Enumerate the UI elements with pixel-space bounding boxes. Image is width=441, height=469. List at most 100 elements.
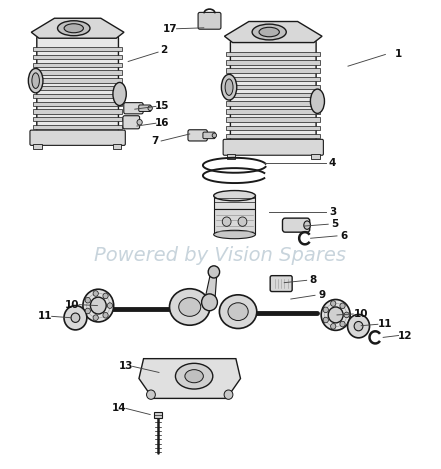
- Bar: [227, 60, 320, 65]
- FancyBboxPatch shape: [30, 130, 125, 145]
- Text: 3: 3: [329, 207, 336, 217]
- Ellipse shape: [169, 289, 210, 325]
- Circle shape: [340, 303, 345, 309]
- Text: 8: 8: [309, 275, 317, 285]
- Polygon shape: [31, 18, 124, 38]
- Bar: [33, 102, 122, 106]
- FancyBboxPatch shape: [223, 139, 323, 155]
- Bar: [33, 117, 122, 121]
- Circle shape: [107, 303, 112, 309]
- Bar: [227, 126, 320, 130]
- Bar: [227, 76, 320, 81]
- Circle shape: [90, 297, 106, 314]
- Bar: [33, 94, 122, 98]
- Text: 11: 11: [378, 319, 392, 329]
- Bar: [227, 85, 320, 89]
- Ellipse shape: [214, 190, 255, 201]
- Circle shape: [146, 390, 155, 399]
- Ellipse shape: [225, 79, 233, 95]
- Bar: [33, 125, 122, 129]
- Bar: [153, 412, 162, 418]
- Bar: [33, 63, 122, 67]
- Ellipse shape: [57, 21, 90, 36]
- Circle shape: [344, 312, 349, 318]
- Ellipse shape: [221, 75, 237, 100]
- Ellipse shape: [64, 24, 83, 33]
- Circle shape: [71, 313, 80, 322]
- FancyBboxPatch shape: [123, 116, 140, 129]
- Circle shape: [103, 293, 108, 299]
- Bar: [33, 55, 122, 59]
- Circle shape: [137, 120, 142, 125]
- Text: 1: 1: [395, 49, 402, 60]
- Text: 14: 14: [112, 403, 127, 414]
- Bar: [33, 47, 122, 52]
- Text: 15: 15: [155, 101, 170, 111]
- Polygon shape: [139, 359, 240, 398]
- Text: 17: 17: [163, 24, 177, 34]
- Circle shape: [212, 133, 217, 138]
- Bar: [227, 154, 235, 159]
- Circle shape: [331, 301, 336, 306]
- Bar: [214, 196, 255, 209]
- Text: 5: 5: [331, 219, 338, 229]
- Ellipse shape: [176, 363, 213, 389]
- Circle shape: [202, 294, 217, 311]
- Circle shape: [83, 289, 114, 322]
- Text: 7: 7: [151, 136, 158, 146]
- Ellipse shape: [252, 24, 286, 40]
- Ellipse shape: [228, 303, 248, 320]
- Ellipse shape: [220, 295, 257, 328]
- Bar: [33, 70, 122, 75]
- Circle shape: [354, 321, 363, 331]
- Text: Powered by Vision Spares: Powered by Vision Spares: [94, 246, 347, 265]
- Bar: [33, 86, 122, 91]
- FancyBboxPatch shape: [198, 12, 221, 29]
- Bar: [227, 93, 320, 98]
- Circle shape: [85, 297, 90, 303]
- Circle shape: [238, 217, 247, 227]
- Circle shape: [222, 217, 231, 227]
- Circle shape: [85, 308, 90, 314]
- Bar: [227, 109, 320, 114]
- Circle shape: [340, 321, 345, 327]
- Circle shape: [348, 314, 370, 338]
- Ellipse shape: [28, 68, 43, 93]
- Ellipse shape: [214, 230, 255, 239]
- Text: 6: 6: [340, 231, 347, 241]
- Circle shape: [323, 317, 329, 323]
- Bar: [34, 144, 42, 149]
- Circle shape: [321, 300, 350, 330]
- FancyBboxPatch shape: [124, 103, 143, 114]
- Bar: [227, 117, 320, 122]
- Ellipse shape: [179, 298, 201, 316]
- Bar: [113, 144, 121, 149]
- Text: 13: 13: [119, 362, 133, 371]
- Circle shape: [64, 306, 87, 330]
- FancyBboxPatch shape: [37, 36, 119, 134]
- Polygon shape: [204, 272, 217, 303]
- FancyBboxPatch shape: [283, 218, 310, 232]
- FancyBboxPatch shape: [139, 105, 151, 112]
- Ellipse shape: [259, 27, 279, 37]
- Circle shape: [93, 291, 98, 296]
- Bar: [311, 154, 320, 159]
- FancyBboxPatch shape: [270, 276, 292, 292]
- Text: 11: 11: [37, 311, 52, 321]
- FancyBboxPatch shape: [230, 40, 316, 143]
- Text: 12: 12: [398, 331, 412, 340]
- Bar: [227, 68, 320, 73]
- Ellipse shape: [185, 370, 203, 383]
- Text: 4: 4: [329, 159, 336, 168]
- Circle shape: [323, 307, 329, 313]
- Bar: [227, 134, 320, 138]
- Circle shape: [208, 266, 220, 278]
- Polygon shape: [224, 22, 322, 43]
- Bar: [214, 209, 255, 234]
- Ellipse shape: [113, 83, 126, 106]
- FancyBboxPatch shape: [203, 132, 215, 139]
- Ellipse shape: [32, 73, 39, 89]
- Circle shape: [328, 307, 343, 323]
- Circle shape: [148, 106, 152, 111]
- Text: 2: 2: [160, 45, 167, 55]
